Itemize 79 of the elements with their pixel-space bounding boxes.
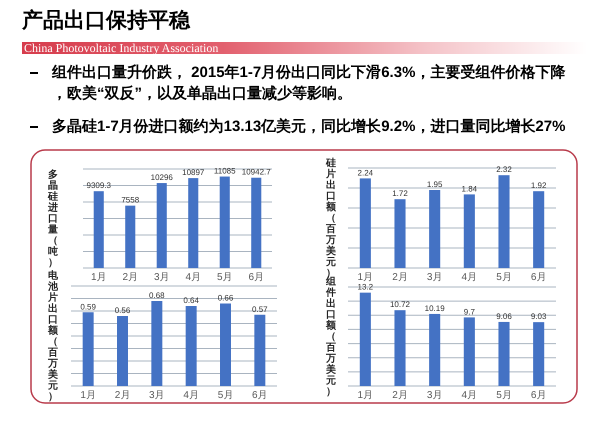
x-tick-label: 5月 [216, 272, 233, 283]
bar [251, 178, 262, 268]
data-label: 2.24 [358, 168, 374, 178]
data-label: 0.68 [149, 291, 166, 300]
x-tick-label: 4月 [462, 272, 478, 283]
bar [429, 190, 440, 268]
data-label: 9309.3 [86, 181, 112, 190]
text: 产品出口保持平稳 [22, 8, 190, 34]
data-label: 7558 [121, 196, 140, 205]
data-label: 1.95 [426, 180, 443, 189]
bar [254, 314, 266, 386]
x-tick-label: 1月 [358, 390, 374, 401]
x-tick-label: 1月 [80, 390, 96, 401]
x-tick-label: 4月 [462, 390, 478, 401]
text: 电池片出口额（百万美元） [48, 270, 58, 402]
bar [156, 183, 167, 268]
x-tick-label: 1月 [358, 272, 374, 283]
x-tick-label: 6月 [252, 390, 268, 401]
bar [360, 292, 371, 386]
bar [498, 322, 510, 386]
bar [220, 176, 230, 268]
bar [117, 316, 128, 386]
bar [188, 178, 198, 268]
bar [360, 178, 371, 268]
bar [186, 306, 197, 386]
data-label: 11085 [214, 166, 236, 176]
data-label: 0.66 [218, 294, 234, 302]
data-label: 10.72 [390, 300, 411, 310]
bar [94, 191, 104, 268]
data-label: 9.03 [530, 312, 547, 322]
x-tick-label: 2月 [392, 272, 408, 283]
bar [464, 317, 475, 386]
data-label: 13.2 [358, 282, 374, 292]
x-tick-label: 5月 [218, 390, 234, 401]
data-label: 9.06 [496, 312, 512, 321]
x-tick-label: 2月 [114, 390, 130, 401]
data-label: 10.19 [424, 304, 446, 313]
x-tick-label: 3月 [149, 390, 165, 401]
bar [394, 310, 406, 386]
bar [533, 322, 544, 386]
bar [498, 175, 510, 268]
text: 多晶硅1-7月份进口额约为13.13亿美元，同比增长9.2%，进口量同比增长27% [52, 116, 566, 137]
data-label: 0.57 [252, 304, 268, 314]
text: 组件出口额（百万美元） [326, 276, 336, 397]
data-label: 10942.7 [242, 168, 272, 177]
bar [220, 304, 231, 386]
data-label: 9.7 [464, 307, 476, 316]
x-tick-label: 6月 [530, 390, 546, 401]
text: China Photovoltaic Industry Association [24, 41, 218, 55]
x-tick-label: 1月 [90, 272, 107, 283]
x-tick-label: 6月 [530, 272, 546, 283]
x-tick-label: 3月 [154, 272, 170, 283]
x-tick-label: 3月 [426, 390, 442, 401]
data-label: 1.84 [462, 184, 478, 194]
bar [464, 194, 475, 268]
data-label: 2.32 [496, 165, 512, 174]
x-tick-label: 4月 [185, 272, 202, 283]
text: 组件出口量升价跌， 2015年1-7月份出口同比下滑6.3%，主要受组件价格下降，欧美“双反”，以及单晶出口量减少等影响。 [52, 62, 566, 104]
x-tick-label: 5月 [496, 272, 512, 283]
data-label: 1.92 [530, 181, 547, 190]
bar [125, 206, 136, 268]
x-tick-label: 2月 [122, 272, 138, 283]
data-label: 10296 [150, 173, 174, 182]
x-tick-label: 5月 [496, 390, 512, 401]
data-label: 1.72 [392, 189, 408, 198]
data-label: 10897 [182, 168, 205, 178]
data-label: 0.56 [114, 306, 131, 315]
x-tick-label: 4月 [183, 390, 199, 401]
bar [151, 301, 162, 386]
text: 多晶硅进口量（吨） [48, 169, 58, 268]
x-tick-label: 3月 [426, 272, 442, 283]
bar [533, 191, 544, 268]
x-tick-label: 2月 [392, 390, 408, 401]
bar [82, 312, 94, 386]
bar [394, 199, 406, 268]
x-tick-label: 6月 [248, 272, 264, 283]
data-label: 0.64 [183, 296, 200, 305]
data-label: 0.59 [80, 302, 96, 312]
bar [429, 314, 440, 386]
